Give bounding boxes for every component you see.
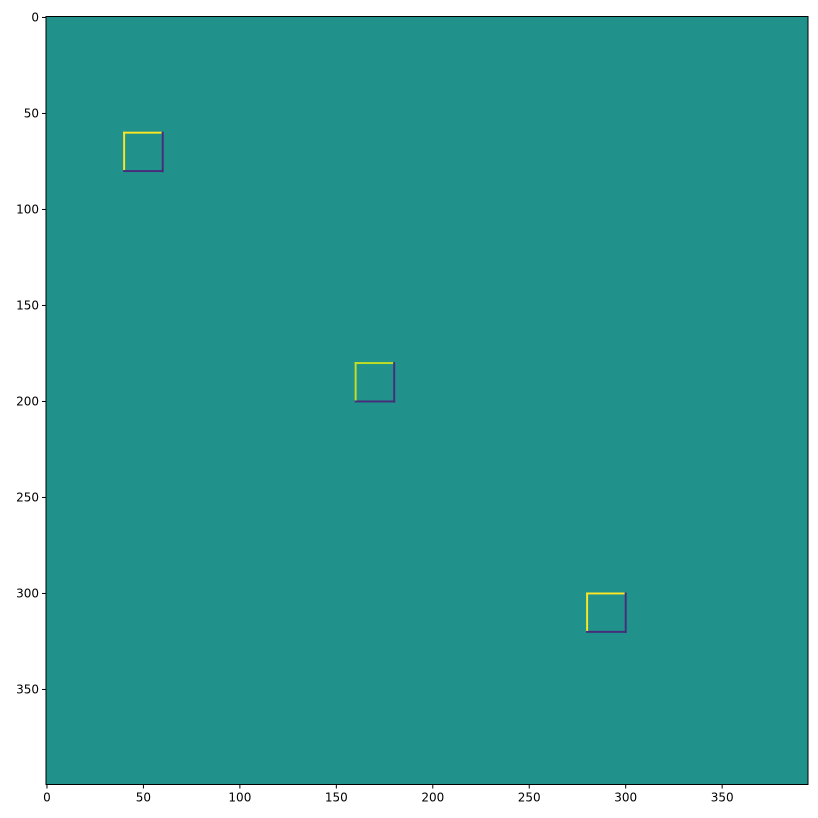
x-tick-label: 350 — [711, 791, 734, 805]
y-tick-label: 100 — [16, 202, 39, 216]
square-right-edge — [624, 592, 627, 634]
y-tick-label: 200 — [16, 394, 39, 408]
y-tick-label: 0 — [31, 10, 39, 24]
x-tick-label: 300 — [614, 791, 637, 805]
square-top-edge — [123, 131, 162, 134]
square-3 — [586, 592, 627, 634]
x-tick-label: 0 — [43, 791, 51, 805]
plot-area — [45, 16, 809, 785]
x-axis: 0 50 100 150 200 250 300 350 — [43, 784, 734, 805]
y-tick-label: 300 — [16, 586, 39, 600]
square-bottom-edge — [354, 400, 396, 403]
y-axis: 0 50 100 150 200 250 300 350 — [16, 10, 46, 696]
square-bottom-edge — [586, 630, 627, 633]
square-2 — [354, 362, 396, 403]
x-tick-label: 150 — [325, 791, 348, 805]
y-tick-label: 150 — [16, 298, 39, 312]
square-top-edge — [586, 592, 625, 595]
square-top-edge — [354, 362, 394, 365]
image-background — [46, 16, 808, 785]
square-right-edge — [161, 131, 164, 173]
y-tick-label: 50 — [24, 106, 39, 120]
y-tick-label: 250 — [16, 490, 39, 504]
square-left-edge — [354, 362, 357, 401]
square-left-edge — [123, 131, 126, 171]
square-left-edge — [586, 592, 589, 632]
square-bottom-edge — [123, 170, 164, 173]
x-tick-label: 50 — [136, 791, 151, 805]
axes-frame — [45, 16, 809, 785]
x-tick-label: 100 — [228, 791, 251, 805]
square-1 — [123, 131, 164, 173]
x-tick-label: 200 — [421, 791, 444, 805]
x-tick-label: 250 — [518, 791, 541, 805]
y-tick-label: 350 — [16, 682, 39, 696]
square-right-edge — [393, 362, 396, 403]
